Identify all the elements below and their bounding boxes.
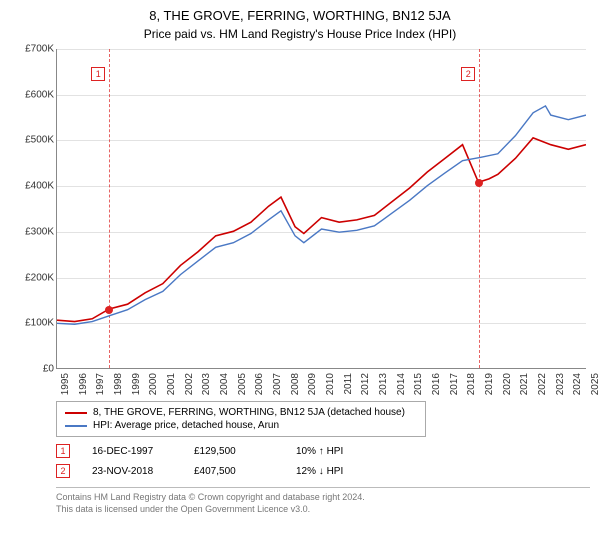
xtick-label: 2008 xyxy=(290,373,301,395)
event-date: 23-NOV-2018 xyxy=(92,466,172,477)
xtick-label: 2024 xyxy=(572,373,583,395)
xtick-label: 2009 xyxy=(307,373,318,395)
xtick-label: 2003 xyxy=(201,373,212,395)
ytick-label: £400K xyxy=(10,181,54,192)
legend: 8, THE GROVE, FERRING, WORTHING, BN12 5J… xyxy=(56,401,426,437)
xtick-label: 2007 xyxy=(272,373,283,395)
event-date: 16-DEC-1997 xyxy=(92,446,172,457)
xtick-label: 1996 xyxy=(78,373,89,395)
event-dot xyxy=(105,306,113,314)
xtick-label: 2006 xyxy=(254,373,265,395)
ytick-label: £300K xyxy=(10,226,54,237)
ytick-label: £600K xyxy=(10,89,54,100)
xtick-label: 2016 xyxy=(431,373,442,395)
ytick-label: £200K xyxy=(10,272,54,283)
xtick-label: 2013 xyxy=(378,373,389,395)
xtick-label: 2018 xyxy=(466,373,477,395)
line-layer xyxy=(57,49,586,368)
xtick-label: 2014 xyxy=(396,373,407,395)
legend-label: 8, THE GROVE, FERRING, WORTHING, BN12 5J… xyxy=(93,407,405,418)
event-delta: 12% ↓ HPI xyxy=(296,466,376,477)
legend-item: HPI: Average price, detached house, Arun xyxy=(65,419,417,432)
legend-swatch xyxy=(65,425,87,427)
ytick-label: £0 xyxy=(10,364,54,375)
chart-container: 8, THE GROVE, FERRING, WORTHING, BN12 5J… xyxy=(0,0,600,519)
event-marker: 1 xyxy=(56,444,70,458)
event-marker-on-plot: 2 xyxy=(461,67,475,81)
xtick-label: 2025 xyxy=(590,373,600,395)
xtick-label: 2011 xyxy=(343,373,354,395)
chart-subtitle: Price paid vs. HM Land Registry's House … xyxy=(10,27,590,41)
xtick-label: 2019 xyxy=(484,373,495,395)
footer-line: Contains HM Land Registry data © Crown c… xyxy=(56,492,590,504)
chart-wrap: 12 £0£100K£200K£300K£400K£500K£600K£700K… xyxy=(10,45,590,395)
xtick-label: 2001 xyxy=(166,373,177,395)
footer-line: This data is licensed under the Open Gov… xyxy=(56,504,590,516)
xtick-label: 2000 xyxy=(148,373,159,395)
event-row: 1 16-DEC-1997 £129,500 10% ↑ HPI xyxy=(56,441,590,461)
event-marker: 2 xyxy=(56,464,70,478)
xtick-label: 2012 xyxy=(360,373,371,395)
event-delta: 10% ↑ HPI xyxy=(296,446,376,457)
event-marker-on-plot: 1 xyxy=(91,67,105,81)
xtick-label: 1995 xyxy=(60,373,71,395)
ytick-label: £700K xyxy=(10,44,54,55)
event-row: 2 23-NOV-2018 £407,500 12% ↓ HPI xyxy=(56,461,590,481)
ytick-label: £100K xyxy=(10,318,54,329)
xtick-label: 2002 xyxy=(184,373,195,395)
xtick-label: 2023 xyxy=(555,373,566,395)
chart-title: 8, THE GROVE, FERRING, WORTHING, BN12 5J… xyxy=(10,8,590,23)
event-price: £407,500 xyxy=(194,466,274,477)
xtick-label: 1997 xyxy=(95,373,106,395)
plot-area: 12 xyxy=(56,49,586,369)
legend-item: 8, THE GROVE, FERRING, WORTHING, BN12 5J… xyxy=(65,406,417,419)
xtick-label: 2010 xyxy=(325,373,336,395)
xtick-label: 1998 xyxy=(113,373,124,395)
xtick-label: 2004 xyxy=(219,373,230,395)
footer: Contains HM Land Registry data © Crown c… xyxy=(56,487,590,515)
events-table: 1 16-DEC-1997 £129,500 10% ↑ HPI 2 23-NO… xyxy=(56,441,590,481)
xtick-label: 2020 xyxy=(502,373,513,395)
xtick-label: 2021 xyxy=(519,373,530,395)
xtick-label: 2017 xyxy=(449,373,460,395)
xtick-label: 2015 xyxy=(413,373,424,395)
xtick-label: 2022 xyxy=(537,373,548,395)
event-price: £129,500 xyxy=(194,446,274,457)
event-dot xyxy=(475,179,483,187)
legend-swatch xyxy=(65,412,87,414)
xtick-label: 1999 xyxy=(131,373,142,395)
ytick-label: £500K xyxy=(10,135,54,146)
legend-label: HPI: Average price, detached house, Arun xyxy=(93,420,279,431)
xtick-label: 2005 xyxy=(237,373,248,395)
series-line-hpi xyxy=(57,106,586,324)
